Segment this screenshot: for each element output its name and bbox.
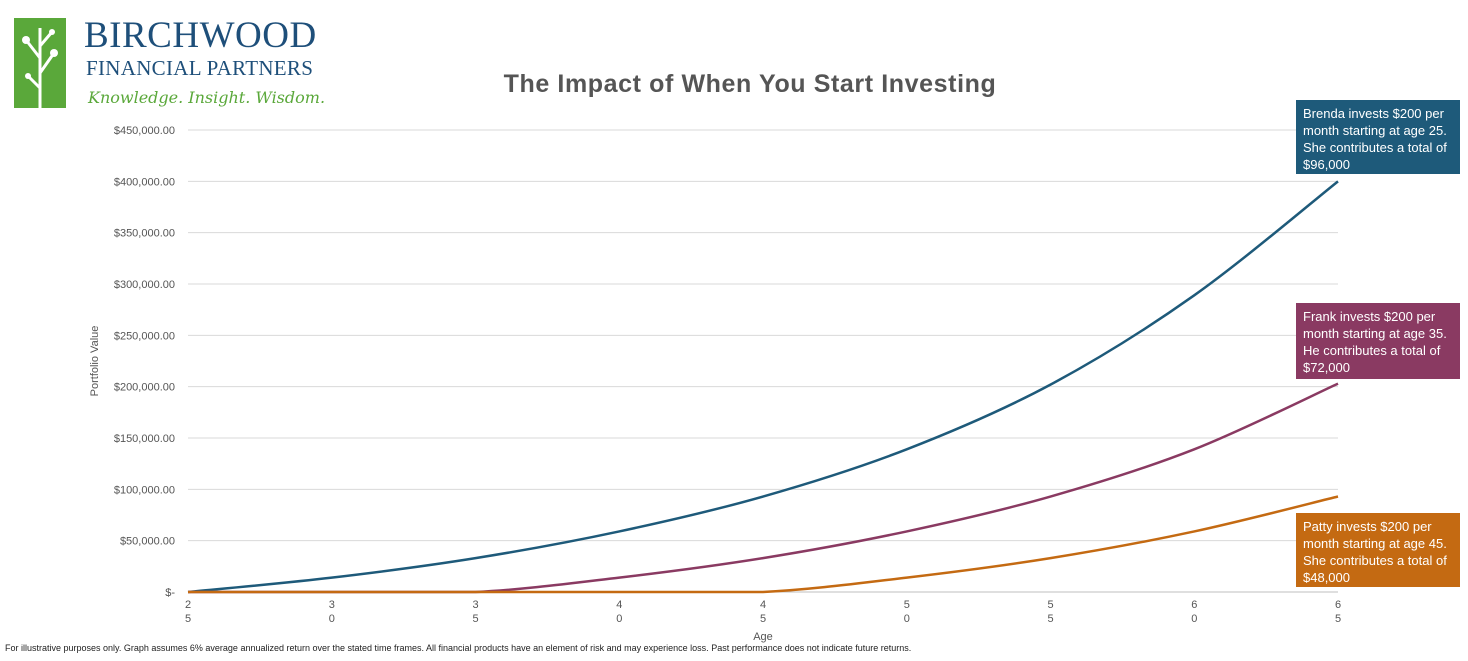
y-tick-label: $50,000.00 [120,536,175,548]
birch-tree-icon [14,18,66,108]
y-tick-label: $300,000.00 [114,279,175,291]
frank-series-line [188,382,1339,594]
x-axis-title: Age [753,631,773,643]
y-tick-label: $350,000.00 [114,228,175,240]
logo-name: BIRCHWOOD [84,15,317,56]
chart-title: The Impact of When You Start Investing [503,70,997,98]
y-axis-title: Portfolio Value [89,326,101,397]
y-tick-label: $400,000.00 [114,176,175,188]
y-tick-label: $450,000.00 [114,125,175,137]
patty-series-line [188,495,1339,594]
patty-callout: Patty invests $200 per month starting at… [1296,513,1460,587]
y-tick-label: $250,000.00 [114,330,175,342]
logo-subtitle: FINANCIAL PARTNERS [86,56,314,80]
y-tick-label: $100,000.00 [114,484,175,496]
logo-tagline: Knowledge. Insight. Wisdom. [88,88,326,107]
y-tick-label: $200,000.00 [114,382,175,394]
y-tick-label: $- [165,587,175,599]
y-tick-label: $150,000.00 [114,433,175,445]
brenda-series-line [187,180,1339,594]
frank-callout: Frank invests $200 per month starting at… [1296,303,1460,379]
company-logo: BIRCHWOOD FINANCIAL PARTNERS Knowledge. … [14,15,325,110]
disclaimer-footnote: For illustrative purposes only. Graph as… [5,643,912,653]
brenda-callout: Brenda invests $200 per month starting a… [1296,100,1460,174]
